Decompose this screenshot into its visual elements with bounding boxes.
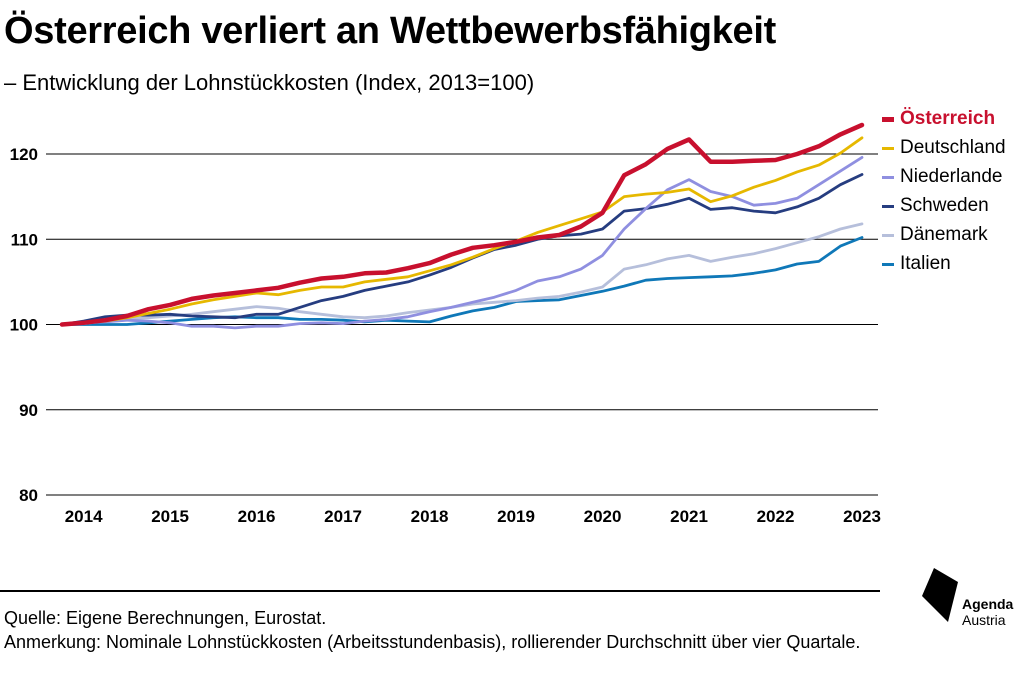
x-tick-label: 2022 [757, 507, 795, 526]
legend-swatch [882, 117, 894, 122]
x-tick-label: 2019 [497, 507, 535, 526]
legend-swatch [882, 234, 894, 237]
chart-subtitle: – Entwicklung der Lohnstückkosten (Index… [4, 70, 535, 95]
legend-swatch [882, 147, 894, 150]
x-axis-ticks: 2014 2015 2016 2017 2018 2019 2020 2021 2022 2023 [65, 507, 881, 526]
y-tick-label: 90 [19, 401, 38, 420]
y-tick-label: 110 [11, 230, 38, 249]
x-tick-label: 2020 [584, 507, 622, 526]
legend-swatch [882, 176, 894, 179]
series-line-deutschland [60, 136, 864, 326]
legend-swatch [882, 263, 894, 266]
legend-swatch [882, 205, 894, 208]
chart-title: Österreich verliert an Wettbewerbsfähigk… [4, 10, 777, 52]
y-axis-ticks: 80 90 100 110 120 [10, 145, 38, 505]
logo-line1: Agenda [962, 596, 1014, 612]
y-tick-label: 100 [10, 316, 38, 335]
methodology-note: Anmerkung: Nominale Lohnstückkosten (Arb… [4, 632, 861, 652]
logo-text: Agenda Austria [962, 596, 1013, 628]
x-tick-label: 2017 [324, 507, 362, 526]
series-line-österreich [59, 122, 865, 327]
legend-label: Österreich [900, 108, 996, 129]
legend-label: Deutschland [900, 137, 1006, 158]
x-tick-label: 2014 [65, 507, 103, 526]
y-tick-label: 80 [19, 486, 38, 505]
agenda-austria-logo-icon [922, 568, 958, 622]
footer-divider [0, 590, 880, 592]
x-tick-label: 2016 [238, 507, 276, 526]
legend-label: Schweden [900, 195, 989, 216]
series-lines [59, 122, 865, 330]
x-tick-label: 2015 [151, 507, 189, 526]
logo-line2: Austria [962, 612, 1006, 628]
legend-label: Italien [900, 253, 951, 274]
series-line-italien [60, 236, 864, 326]
x-tick-label: 2021 [670, 507, 708, 526]
legend-label: Dänemark [900, 224, 988, 245]
x-tick-label: 2023 [843, 507, 881, 526]
x-tick-label: 2018 [411, 507, 449, 526]
source-note: Quelle: Eigene Berechnungen, Eurostat. [4, 608, 327, 628]
series-line-schweden [60, 173, 864, 326]
legend-label: Niederlande [900, 166, 1003, 187]
y-tick-label: 120 [10, 145, 38, 164]
footer-notes: Quelle: Eigene Berechnungen, Eurostat. A… [4, 606, 884, 654]
